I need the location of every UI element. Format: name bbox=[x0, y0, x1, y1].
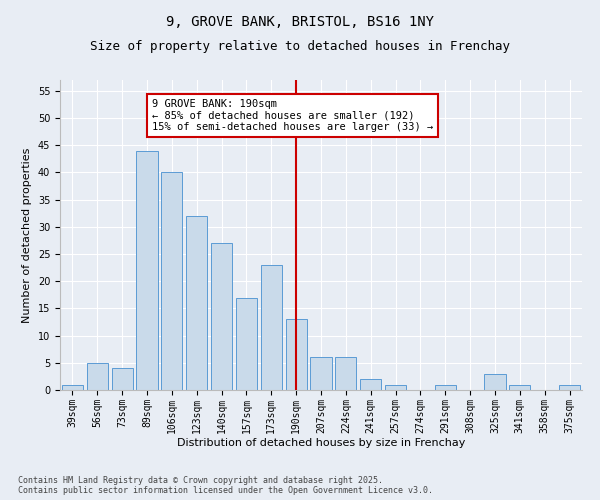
Bar bbox=[161, 172, 182, 390]
Bar bbox=[211, 243, 232, 390]
Bar bbox=[335, 358, 356, 390]
Bar bbox=[286, 320, 307, 390]
Bar bbox=[87, 363, 108, 390]
Text: Contains HM Land Registry data © Crown copyright and database right 2025.
Contai: Contains HM Land Registry data © Crown c… bbox=[18, 476, 433, 495]
Y-axis label: Number of detached properties: Number of detached properties bbox=[22, 148, 32, 322]
Text: 9, GROVE BANK, BRISTOL, BS16 1NY: 9, GROVE BANK, BRISTOL, BS16 1NY bbox=[166, 15, 434, 29]
Bar bbox=[186, 216, 207, 390]
Bar bbox=[112, 368, 133, 390]
Bar bbox=[136, 150, 158, 390]
Bar bbox=[62, 384, 83, 390]
Text: Size of property relative to detached houses in Frenchay: Size of property relative to detached ho… bbox=[90, 40, 510, 53]
Text: 9 GROVE BANK: 190sqm
← 85% of detached houses are smaller (192)
15% of semi-deta: 9 GROVE BANK: 190sqm ← 85% of detached h… bbox=[152, 99, 433, 132]
Bar bbox=[484, 374, 506, 390]
Bar bbox=[310, 358, 332, 390]
Bar bbox=[236, 298, 257, 390]
X-axis label: Distribution of detached houses by size in Frenchay: Distribution of detached houses by size … bbox=[177, 438, 465, 448]
Bar bbox=[435, 384, 456, 390]
Bar bbox=[261, 265, 282, 390]
Bar bbox=[509, 384, 530, 390]
Bar bbox=[385, 384, 406, 390]
Bar bbox=[559, 384, 580, 390]
Bar bbox=[360, 379, 381, 390]
